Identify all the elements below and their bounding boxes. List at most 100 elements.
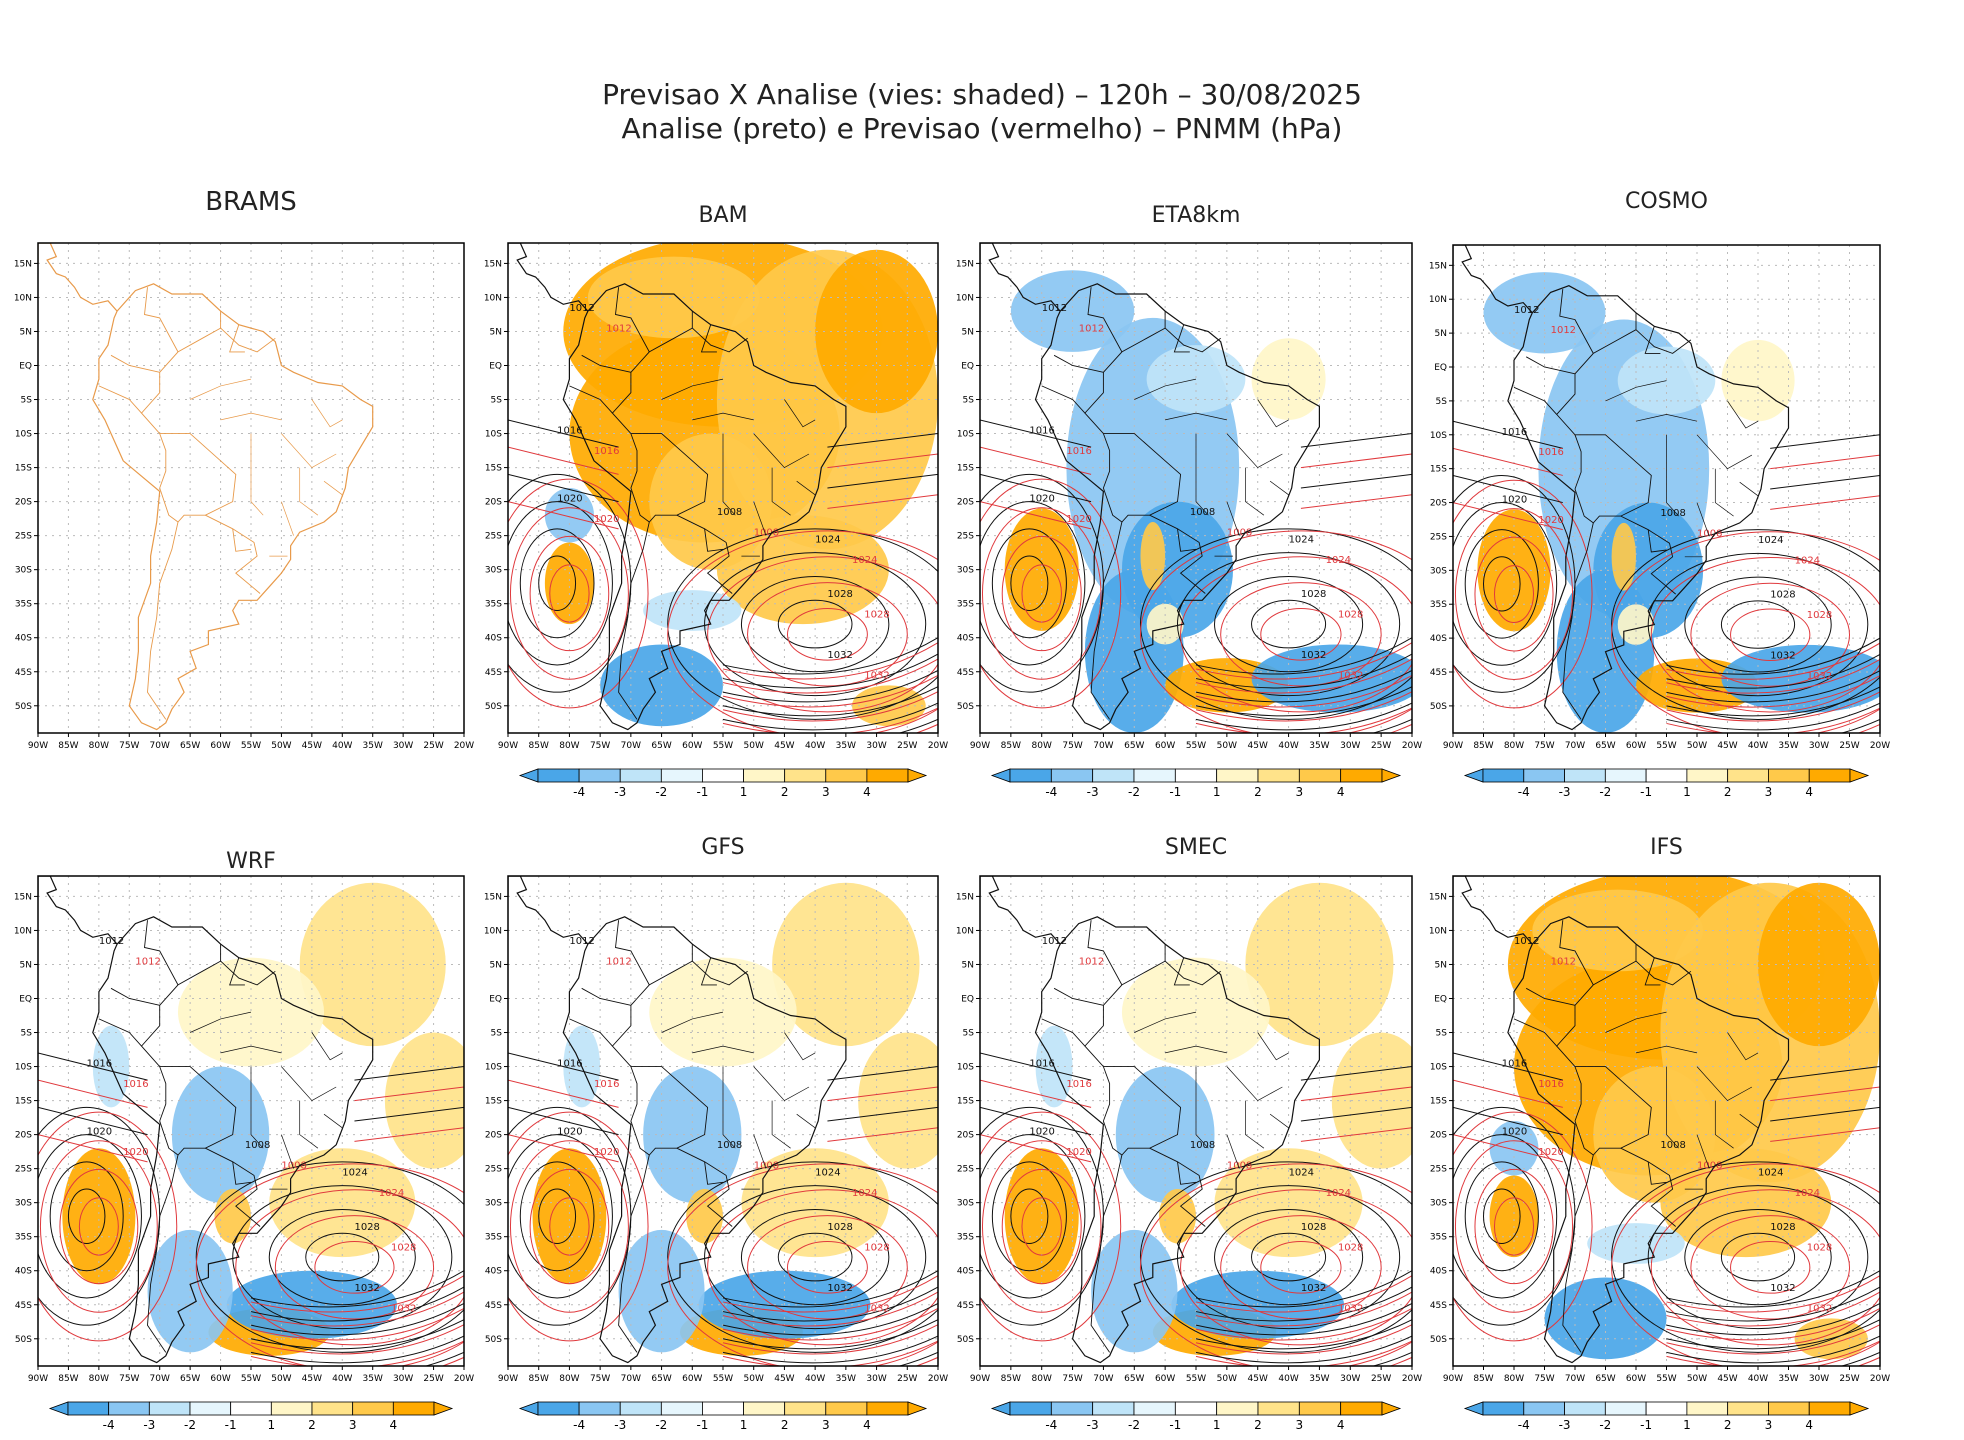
- forecast-isobar: [747, 1215, 908, 1320]
- forecast-isobar: [1195, 1307, 1412, 1341]
- isobar-label: 1032: [1807, 671, 1832, 682]
- country-border: [144, 920, 179, 986]
- colorbar-segment: [1216, 1401, 1259, 1416]
- lat-tick-label: 15N: [1429, 261, 1447, 271]
- country-border: [232, 528, 252, 552]
- country-border: [220, 960, 276, 986]
- lat-tick-label: 10N: [1429, 295, 1447, 305]
- colorbar-label: -1: [225, 1418, 237, 1432]
- lon-tick-label: 25W: [1371, 741, 1391, 751]
- lat-tick-label: 10N: [956, 293, 974, 303]
- forecast-isobar: [549, 564, 590, 623]
- lon-tick-label: 65W: [1595, 1374, 1615, 1384]
- isobar-label: 1028: [1301, 589, 1326, 600]
- lat-tick-label: 15N: [484, 892, 502, 902]
- isobar-label: 1008: [281, 1161, 306, 1172]
- lat-tick-label: 15N: [1429, 892, 1447, 902]
- lon-tick-label: 70W: [1093, 741, 1113, 751]
- lat-tick-label: 40S: [15, 1267, 32, 1277]
- lon-tick-label: 50W: [1687, 741, 1707, 751]
- lat-tick-label: 40S: [485, 634, 502, 644]
- lat-tick-label: EQ: [19, 995, 32, 1005]
- isobar-label: 1008: [1227, 1161, 1252, 1172]
- colorbar-segment: [1174, 1401, 1218, 1416]
- lat-tick-label: 5N: [490, 327, 502, 337]
- south-america-coastline: [92, 916, 374, 1364]
- colorbar-arrow-right: [907, 768, 928, 783]
- analysis-isobar: [1647, 552, 1869, 697]
- isobar-label: 1016: [1066, 446, 1091, 457]
- bias-patch: [214, 1189, 251, 1244]
- bias-patch: [858, 1032, 938, 1169]
- state-border: [1195, 433, 1209, 516]
- analysis-isobar: [1453, 502, 1558, 666]
- state-border: [1635, 1045, 1698, 1054]
- south-america-coastline: [562, 916, 847, 1364]
- lon-tick-label: 45W: [1248, 1374, 1268, 1384]
- forecast-isobar: [1021, 564, 1062, 623]
- isobar: [1453, 1052, 1563, 1081]
- country-border: [1644, 957, 1661, 986]
- lon-tick-label: 30W: [866, 1374, 886, 1384]
- state-border: [1245, 467, 1265, 516]
- lat-tick-label: 35S: [1430, 1233, 1447, 1243]
- forecast-isobar: [1493, 565, 1535, 624]
- analysis-isobar: [1195, 637, 1412, 675]
- forecast-isobar: [747, 582, 908, 687]
- forecast-isobar: [980, 478, 1122, 709]
- analysis-isobar: [250, 1302, 464, 1336]
- lon-tick-label: 70W: [150, 1374, 170, 1384]
- lat-tick-label: 40S: [15, 634, 32, 644]
- country-border: [618, 1154, 650, 1353]
- colorbar-segment: [866, 1401, 909, 1416]
- lon-tick-label: 50W: [1687, 1374, 1707, 1384]
- forecast-isobar: [1650, 556, 1880, 713]
- country-border: [1149, 514, 1206, 594]
- lat-tick-label: 35S: [957, 600, 974, 610]
- state-border: [299, 1100, 319, 1149]
- isobar-label: 1032: [1301, 1283, 1326, 1294]
- colorbar-segment: [1009, 768, 1052, 783]
- analysis-isobar: [67, 1188, 106, 1245]
- isobar-label: 1020: [1502, 495, 1527, 506]
- lon-tick-label: 25W: [897, 1374, 917, 1384]
- country-border: [704, 1161, 724, 1185]
- analysis-isobar: [195, 1161, 464, 1353]
- state-border: [1269, 1113, 1289, 1129]
- analysis-isobar: [1684, 1208, 1832, 1306]
- colorbar-label: -4: [573, 785, 585, 799]
- forecast-isobar: [1260, 1240, 1342, 1294]
- isobar-label: 1016: [87, 1059, 112, 1070]
- panel-title: BAM: [698, 203, 747, 228]
- colorbar-label: 2: [1724, 785, 1732, 799]
- lon-tick-label: 85W: [1473, 741, 1493, 751]
- country-border: [1177, 528, 1197, 552]
- isobar: [980, 473, 1092, 503]
- lon-tick-label: 20W: [1402, 1374, 1422, 1384]
- isobar: [827, 1066, 938, 1081]
- lat-tick-label: 5N: [20, 960, 32, 970]
- colorbar-segment: [578, 768, 621, 783]
- analysis-isobar: [991, 528, 1067, 639]
- isobar: [980, 446, 1092, 475]
- forecast-isobar: [59, 1168, 139, 1285]
- isobar: [1453, 447, 1563, 476]
- isobar-label: 1012: [1551, 956, 1576, 967]
- lon-tick-label: 40W: [1748, 741, 1768, 751]
- isobar-label: 1032: [1338, 671, 1363, 682]
- country-border: [140, 327, 237, 523]
- state-border: [1269, 480, 1289, 496]
- bias-patch: [1721, 339, 1795, 422]
- analysis-isobar: [1611, 1161, 1880, 1353]
- isobar: [1770, 1106, 1880, 1122]
- isobar-label: 1024: [1795, 1188, 1820, 1199]
- analysis-isobar: [251, 1351, 464, 1366]
- state-border: [692, 412, 754, 421]
- analysis-isobar: [1251, 1232, 1327, 1282]
- analysis-isobar: [1214, 575, 1364, 673]
- bias-patch: [1091, 1229, 1178, 1353]
- lon-tick-label: 35W: [363, 1374, 383, 1384]
- isobar: [38, 1106, 148, 1136]
- map-panel-bam: BAM1012101210161016100810081020102010241…: [484, 203, 948, 799]
- analysis-isobar: [1720, 1232, 1796, 1282]
